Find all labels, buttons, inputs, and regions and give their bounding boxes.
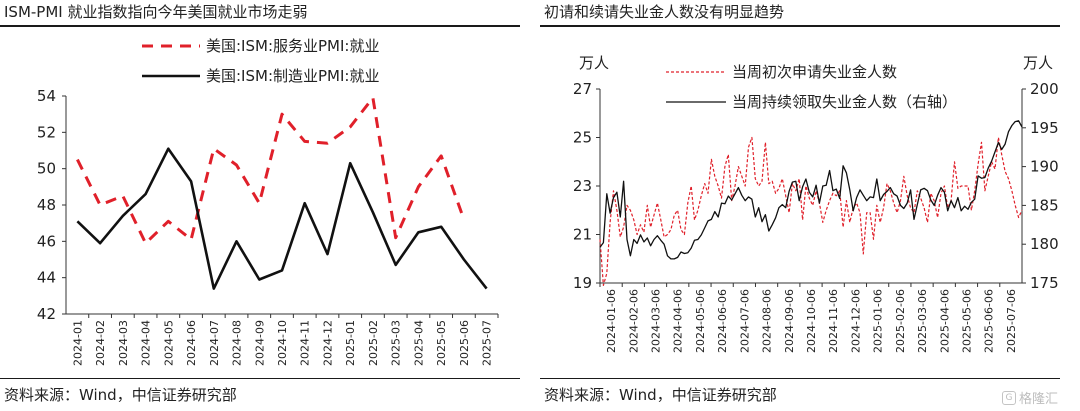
right-y-tick-label: 180 [1030, 235, 1059, 253]
legend-label: 当周初次申请失业金人数 [732, 63, 897, 81]
y-tick-label: 44 [37, 269, 56, 287]
x-tick-label: 2024-02 [94, 320, 107, 366]
left-y-tick-label: 23 [573, 177, 592, 195]
series-line-1 [599, 136, 1023, 286]
x-tick-label: 2024-05 [162, 320, 175, 366]
right-y-tick-label: 200 [1030, 80, 1059, 98]
series-line-1 [76, 96, 466, 245]
series-line-2 [76, 147, 488, 290]
x-tick-label: 2024-01-06 [605, 289, 618, 353]
x-tick-label: 2025-05 [435, 320, 448, 366]
x-tick-label: 2024-01 [71, 320, 84, 366]
x-tick-label: 2025-07 [481, 320, 494, 366]
y-tick-label: 48 [37, 196, 56, 214]
left-axis-unit: 万人 [579, 54, 609, 72]
series-line-2 [599, 120, 1023, 260]
x-tick-label: 2025-04 [412, 320, 425, 366]
x-tick-label: 2024-12-06 [849, 289, 862, 353]
y-tick-label: 46 [37, 232, 56, 250]
y-tick-label: 52 [37, 123, 56, 141]
left-y-tick-label: 21 [573, 226, 592, 244]
right-axis-unit: 万人 [1023, 54, 1053, 72]
logo-icon: G [1001, 390, 1016, 405]
x-tick-label: 2024-10 [276, 320, 289, 366]
x-tick-label: 2024-07-06 [738, 289, 751, 353]
y-tick-label: 54 [37, 87, 56, 105]
chart-panel-ism: ISM-PMI 就业指数指向今年美国就业市场走弱 42 44 46 48 50 52 54 2… [0, 3, 520, 404]
chart-panel-claims: 初请和续请失业金人数没有明显趋势 万人 万人 19 21 23 25 27 175 180 185… [540, 0, 1080, 411]
x-tick-label: 2024-04 [140, 320, 153, 366]
x-tick-label: 2024-05-06 [694, 289, 707, 353]
x-tick-label: 2024-06 [185, 320, 198, 366]
left-y-tick-label: 27 [573, 80, 592, 98]
x-tick-label: 2024-11 [299, 320, 312, 366]
jobless-claims-chart: 万人 万人 19 21 23 25 27 175 180 185 190 195 200 2024-01-… [573, 54, 1059, 353]
chart-title: ISM-PMI 就业指数指向今年美国就业市场走弱 [4, 3, 308, 21]
x-tick-label: 2024-10-06 [805, 289, 818, 353]
x-tick-label: 2024-03 [117, 320, 130, 366]
x-tick-label: 2024-09-06 [783, 289, 796, 353]
x-tick-label: 2024-06-06 [716, 289, 729, 353]
source-rule [0, 378, 520, 379]
x-tick-label: 2024-09 [253, 320, 266, 366]
x-tick-label: 2024-11-06 [827, 289, 840, 353]
legend-label: 美国:ISM:制造业PMI:就业 [206, 67, 379, 85]
right-y-tick-label: 185 [1030, 196, 1059, 214]
watermark-logo: G 格隆汇 [1001, 388, 1058, 407]
source-note: 资料来源：Wind，中信证券研究部 [544, 386, 777, 404]
x-tick-label: 2024-02-06 [627, 289, 640, 353]
title-rule [540, 25, 1060, 27]
watermark-text: 格隆汇 [1018, 392, 1058, 407]
source-rule [540, 378, 1060, 379]
legend-label: 美国:ISM:服务业PMI:就业 [206, 37, 379, 55]
x-tick-label: 2025-06-06 [983, 289, 996, 353]
right-y-tick-label: 175 [1030, 274, 1059, 292]
left-y-tick-label: 25 [573, 129, 592, 147]
x-tick-label: 2025-06 [458, 320, 471, 366]
x-tick-label: 2024-07 [208, 320, 221, 366]
source-note: 资料来源：Wind，中信证券研究部 [4, 386, 237, 404]
left-y-tick-label: 19 [573, 274, 592, 292]
x-tick-label: 2025-05-06 [960, 289, 973, 353]
ism-employment-chart: 42 44 46 48 50 52 54 2024-01 2024-02 2024-03 2024-… [37, 37, 499, 366]
x-tick-label: 2024-08-06 [761, 289, 774, 353]
x-tick-label: 2025-04-06 [938, 289, 951, 353]
x-tick-label: 2025-01-06 [872, 289, 885, 353]
x-tick-label: 2024-12 [321, 320, 334, 366]
x-tick-label: 2025-03 [390, 320, 403, 366]
legend-label: 当周持续领取失业金人数（右轴） [732, 93, 957, 111]
x-tick-label: 2025-07-06 [1005, 289, 1018, 353]
x-tick-label: 2025-02-06 [894, 289, 907, 353]
y-tick-label: 50 [37, 160, 56, 178]
right-y-tick-label: 190 [1030, 158, 1059, 176]
x-tick-label: 2024-08 [231, 320, 244, 366]
x-tick-label: 2024-03-06 [650, 289, 663, 353]
chart-title: 初请和续请失业金人数没有明显趋势 [544, 3, 785, 21]
title-rule [0, 25, 520, 27]
right-y-tick-label: 195 [1030, 119, 1059, 137]
x-tick-label: 2025-02 [367, 320, 380, 366]
x-tick-label: 2024-04-06 [672, 289, 685, 353]
x-tick-label: 2025-01 [344, 320, 357, 366]
y-tick-label: 42 [37, 305, 56, 323]
x-tick-label: 2025-03-06 [916, 289, 929, 353]
